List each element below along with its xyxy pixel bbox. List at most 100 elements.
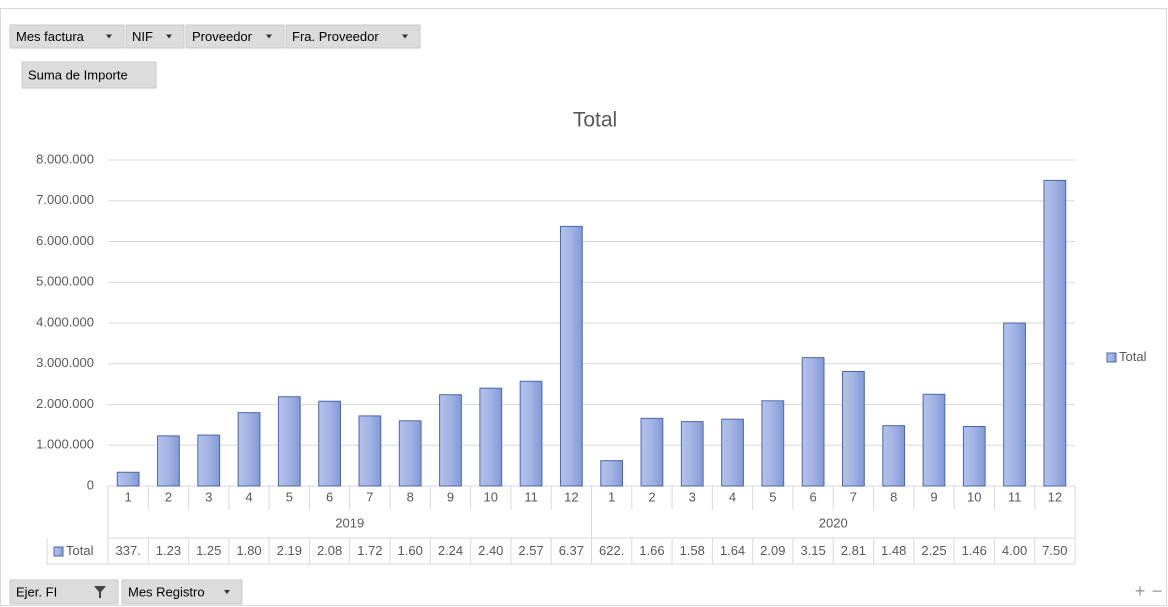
x-tick-label: 7 <box>366 489 373 504</box>
bar <box>600 460 624 487</box>
filter-icon <box>94 586 106 598</box>
button-bg <box>9 24 125 49</box>
y-tick-label: 5.000.000 <box>36 274 94 289</box>
data-table-value: 1.64 <box>720 543 745 558</box>
data-table-value: 2.19 <box>277 543 302 558</box>
bar <box>439 394 462 487</box>
data-table-value: 2.09 <box>760 543 785 558</box>
x-tick-label: 12 <box>1048 489 1062 504</box>
data-table-value: 7.50 <box>1042 543 1067 558</box>
bar <box>277 396 301 487</box>
bar <box>519 380 543 487</box>
field-button[interactable]: Mes factura <box>9 24 125 49</box>
data-table-value: 1.48 <box>881 543 906 558</box>
dropdown-arrow <box>166 34 172 39</box>
bar <box>479 387 503 487</box>
button-bg <box>285 24 421 49</box>
button-label: Fra. Proveedor <box>292 29 379 44</box>
button-bg <box>185 24 285 49</box>
data-table-value: 622. <box>599 543 624 558</box>
chart-title: Total <box>573 109 617 132</box>
x-tick-label: 7 <box>850 489 857 504</box>
data-table-value: 1.58 <box>680 543 705 558</box>
y-tick-label: 3.000.000 <box>36 355 94 370</box>
data-table-value: 2.81 <box>841 543 866 558</box>
button-bg <box>121 579 243 605</box>
button-label: Mes factura <box>16 29 85 44</box>
bar <box>116 471 140 487</box>
bar <box>761 400 785 487</box>
dropdown-arrow <box>266 34 272 39</box>
x-tick-label: 10 <box>484 489 498 504</box>
data-table-value: 3.15 <box>800 543 825 558</box>
button-label: Mes Registro <box>128 584 205 599</box>
button-bg <box>125 24 185 49</box>
bar <box>318 400 341 487</box>
y-tick-label: 4.000.000 <box>36 314 94 329</box>
button-label: Proveedor <box>192 29 253 44</box>
chart-border <box>0 8 1167 606</box>
button-bg <box>21 61 157 89</box>
x-tick-label: 1 <box>608 489 615 504</box>
bar <box>962 426 986 487</box>
legend-label: Total <box>1119 349 1147 364</box>
x-tick-label: 1 <box>125 489 132 504</box>
y-tick-label: 8.000.000 <box>36 151 94 166</box>
x-tick-label: 3 <box>689 489 696 504</box>
bar <box>197 434 221 487</box>
data-table-value: 2.40 <box>478 543 503 558</box>
group-label: 2020 <box>819 515 848 530</box>
x-tick-label: 8 <box>407 489 414 504</box>
data-table-value: 1.60 <box>398 543 423 558</box>
x-tick-label: 9 <box>930 489 937 504</box>
x-tick-label: 4 <box>245 489 252 504</box>
x-tick-label: 2 <box>165 489 172 504</box>
data-table-value: 1.46 <box>962 543 987 558</box>
group-label: 2019 <box>335 515 364 530</box>
bar <box>358 415 382 487</box>
bar <box>398 420 422 487</box>
x-tick-label: 6 <box>326 489 333 504</box>
data-table-value: 1.25 <box>196 543 221 558</box>
data-table-value: 1.80 <box>236 543 261 558</box>
field-button[interactable]: Suma de Importe <box>21 61 157 89</box>
field-button[interactable]: NIF <box>125 24 185 49</box>
dropdown-arrow <box>402 34 408 39</box>
data-table-value: 2.24 <box>438 543 463 558</box>
legend-key <box>53 546 64 557</box>
zoom-button[interactable]: + <box>1135 581 1146 601</box>
bar <box>640 417 664 487</box>
x-tick-label: 11 <box>524 489 538 504</box>
button-label: NIF <box>132 29 153 44</box>
x-tick-label: 2 <box>648 489 655 504</box>
field-button[interactable]: Mes Registro <box>121 579 243 605</box>
bar <box>721 418 744 487</box>
data-table-value: 2.25 <box>921 543 946 558</box>
bar <box>157 435 180 487</box>
data-table-value: 337. <box>115 543 140 558</box>
data-table-value: 6.37 <box>559 543 584 558</box>
field-button[interactable]: Fra. Proveedor <box>285 24 421 49</box>
bar <box>882 425 906 487</box>
button-label: Ejer. FI <box>16 584 57 599</box>
x-tick-label: 5 <box>769 489 776 504</box>
field-button[interactable]: Ejer. FI <box>9 579 119 605</box>
bar <box>842 370 865 487</box>
bar <box>559 225 583 487</box>
y-tick-label: 2.000.000 <box>36 396 94 411</box>
data-table-value: 2.08 <box>317 543 342 558</box>
data-table-value: 4.00 <box>1002 543 1027 558</box>
table-series-label: Total <box>66 543 94 558</box>
data-table-value: 2.57 <box>518 543 543 558</box>
y-tick-label: 1.000.000 <box>36 437 94 452</box>
field-button[interactable]: Proveedor <box>185 24 285 49</box>
bar <box>1043 179 1067 487</box>
dropdown-arrow <box>106 34 112 39</box>
x-tick-label: 12 <box>564 489 578 504</box>
bar <box>801 357 825 487</box>
x-tick-label: 11 <box>1008 489 1022 504</box>
zoom-button[interactable]: − <box>1152 581 1163 601</box>
y-tick-label: 0 <box>87 477 94 492</box>
x-tick-label: 9 <box>447 489 454 504</box>
